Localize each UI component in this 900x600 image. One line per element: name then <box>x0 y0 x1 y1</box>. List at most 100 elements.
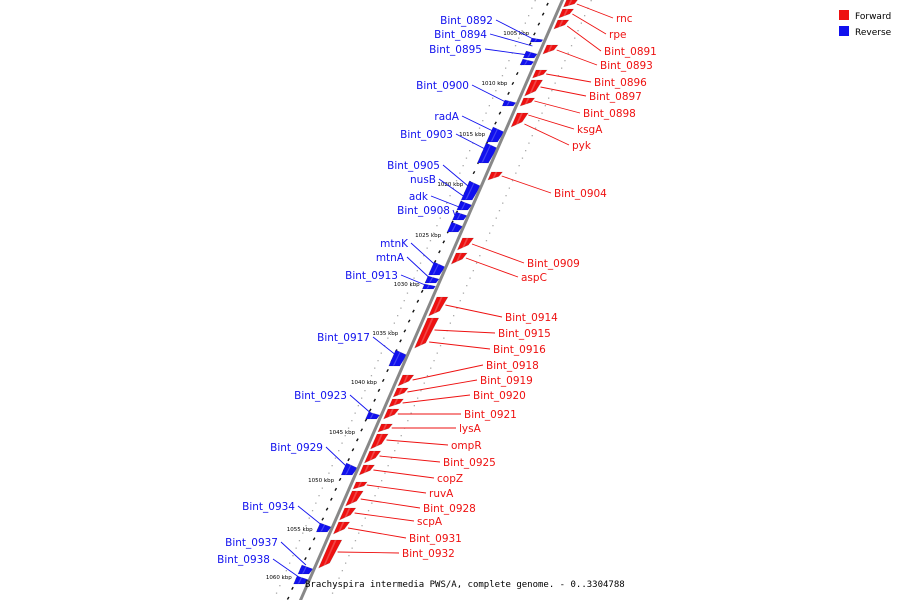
guide-dot <box>534 127 537 129</box>
guide-dot <box>374 495 376 497</box>
gene-label: copZ <box>437 473 463 485</box>
guide-dot <box>390 457 393 459</box>
tick-mark <box>286 596 290 600</box>
tick-label: 1060 kbp <box>266 575 292 581</box>
reverse-gene-block <box>428 261 446 276</box>
guide-dot <box>406 292 409 294</box>
gene-label: ompR <box>451 440 482 452</box>
forward-gene-block <box>558 8 575 19</box>
tick-label: 1030 kbp <box>394 282 420 288</box>
guide-dot <box>544 105 546 107</box>
gene-label: Bint_0917 <box>317 332 370 344</box>
reverse-gene-block <box>486 126 505 143</box>
reverse-gene-nusb: nusB <box>410 174 467 199</box>
guide-dot <box>367 510 370 512</box>
guide-dot <box>315 502 317 504</box>
forward-gene-pyk: pyk <box>524 123 592 152</box>
gene-label: Bint_0900 <box>416 80 469 92</box>
forward-gene-block <box>383 408 400 420</box>
guide-dot <box>548 97 550 99</box>
forward-gene-lysa: lysA <box>391 423 482 435</box>
tick-label: 1055 kbp <box>287 527 313 533</box>
reverse-gene-labels: Bint_0892 Bint_0894 Bint_0895 Bint_0900 radA… <box>217 15 536 579</box>
gene-label: Bint_0894 <box>434 29 487 41</box>
guide-dot <box>554 82 556 84</box>
guide-dot <box>561 67 563 69</box>
guide-dot <box>308 517 310 519</box>
tick-mark <box>308 547 312 551</box>
guide-dot <box>331 592 334 594</box>
guide-dot <box>335 585 337 587</box>
gene-label: Bint_0928 <box>423 503 476 515</box>
guide-dot <box>505 195 507 197</box>
tick-marks: 1005 kbp 1010 kbp 1015 kbp 1020 kbp 1025 kbp… <box>266 2 549 600</box>
reverse-gene-bint-0900: Bint_0900 <box>416 80 508 104</box>
guide-dot <box>580 22 582 24</box>
tick-mark <box>347 458 351 462</box>
gene-label: Bint_0920 <box>473 390 526 402</box>
guide-dot <box>374 367 376 369</box>
reverse-gene-bint-0934: Bint_0934 <box>242 501 324 527</box>
forward-gene-block <box>318 539 343 569</box>
legend-reverse-label: Reverse <box>855 28 892 38</box>
forward-gene-block <box>388 398 405 408</box>
forward-gene-ksga: ksgA <box>528 114 603 136</box>
genome-backbone <box>298 0 565 600</box>
guide-dot <box>498 82 500 84</box>
guide-dot <box>515 172 517 174</box>
guide-dot <box>275 592 278 594</box>
guide-dot <box>514 45 517 47</box>
guide-dot <box>518 165 520 167</box>
forward-gene-bint-0891: Bint_0891 <box>566 25 657 58</box>
guide-dot <box>345 562 347 564</box>
tick-label: 1025 kbp <box>415 233 441 239</box>
forward-gene-block <box>392 387 409 398</box>
guide-dot <box>311 510 314 512</box>
guide-dot <box>551 90 553 92</box>
guide-dot <box>501 75 504 77</box>
guide-dot <box>436 225 438 227</box>
forward-gene-block <box>363 450 382 464</box>
forward-gene-bint-0915: Bint_0915 <box>434 328 551 340</box>
forward-gene-block <box>487 171 504 181</box>
guide-dot <box>485 112 487 114</box>
guide-dot <box>387 337 389 339</box>
guide-dot <box>292 555 294 557</box>
tick-mark <box>321 517 325 521</box>
reverse-gene-block <box>476 142 498 164</box>
tick-mark <box>541 12 545 16</box>
guide-dot <box>381 480 383 482</box>
guide-dot <box>518 37 520 39</box>
forward-gene-block <box>345 490 364 507</box>
gene-label: Bint_0923 <box>294 390 347 402</box>
reverse-gene-block <box>293 575 309 585</box>
tick-mark <box>472 170 476 175</box>
tick-mark <box>533 32 536 36</box>
guide-dot <box>295 547 297 549</box>
guide-dot <box>390 330 392 332</box>
guide-dot <box>370 375 373 377</box>
gene-label: aspC <box>521 272 547 284</box>
guide-dot <box>351 420 353 422</box>
gene-label: Bint_0914 <box>505 312 558 324</box>
reverse-gene-bint-0894: Bint_0894 <box>434 29 533 47</box>
reverse-gene-block <box>340 462 358 476</box>
tick-mark <box>373 398 377 402</box>
forward-gene-bint-0904: Bint_0904 <box>501 175 607 200</box>
guide-dot <box>430 367 432 369</box>
guide-dot <box>492 97 494 99</box>
reverse-gene-adk: adk <box>409 191 462 209</box>
gene-label: Bint_0908 <box>397 205 450 217</box>
forward-gene-block <box>369 433 389 450</box>
guide-dot <box>285 570 287 572</box>
guide-dot <box>397 315 399 317</box>
guide-dot <box>574 37 576 39</box>
tick-mark <box>438 250 441 254</box>
guide-dot <box>341 570 343 572</box>
guide-dot <box>449 322 451 324</box>
guide-dot <box>344 435 346 437</box>
guide-dot <box>279 585 281 587</box>
gene-label: ruvA <box>429 488 454 500</box>
forward-gene-bint-0898: Bint_0898 <box>534 100 636 120</box>
gene-label: Bint_0913 <box>345 270 398 282</box>
